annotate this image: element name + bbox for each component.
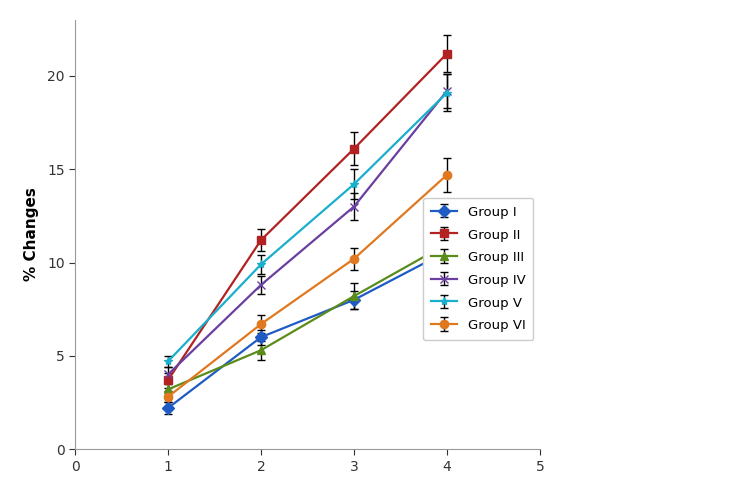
Legend: Group I, Group II, Group III, Group IV, Group V, Group VI: Group I, Group II, Group III, Group IV, …: [423, 198, 533, 340]
Y-axis label: % Changes: % Changes: [23, 188, 38, 281]
